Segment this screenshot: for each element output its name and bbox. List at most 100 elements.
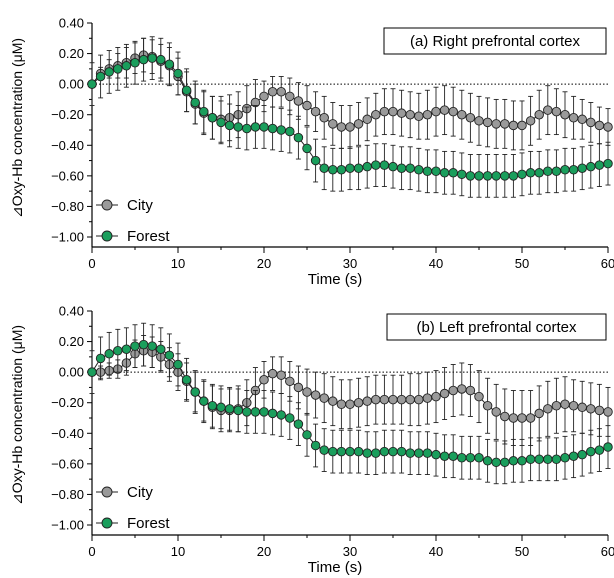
data-point [336, 164, 347, 175]
data-point [233, 122, 243, 132]
y-tick-label: −0.60 [51, 456, 84, 471]
data-point [388, 446, 398, 457]
data-point [525, 116, 536, 126]
data-point [448, 168, 458, 178]
data-point [534, 408, 544, 419]
legend-item-forest: Forest [96, 515, 170, 532]
data-point [474, 116, 484, 126]
data-point [414, 111, 424, 121]
data-point [586, 404, 596, 414]
legend-item-forest: Forest [96, 228, 170, 245]
data-point [310, 440, 321, 451]
data-point [181, 85, 192, 96]
data-point [551, 454, 562, 465]
data-point [560, 164, 570, 175]
data-point [525, 454, 536, 465]
x-tick-label: 10 [171, 256, 185, 271]
data-point [259, 375, 269, 385]
chart-panel-a: 0.40 0.20 0.00 −0.20 −0.40 −0.60 −0.80 −1.00 0 10… [9, 16, 614, 289]
data-point [276, 125, 286, 135]
data-point [353, 119, 364, 129]
data-point [371, 448, 381, 458]
data-point [508, 171, 519, 181]
data-point [482, 171, 493, 181]
data-point [113, 345, 123, 356]
x-tick-label: 40 [429, 256, 443, 271]
y-tick-label: −0.80 [51, 199, 84, 214]
data-point [173, 68, 183, 79]
data-point [491, 119, 501, 129]
legend-marker [101, 230, 113, 242]
y-tick-label: 0.40 [59, 304, 84, 319]
data-point [508, 120, 519, 131]
data-point [362, 396, 372, 406]
data-point [517, 169, 527, 180]
data-point [224, 120, 235, 131]
data-point [457, 109, 467, 120]
data-point [319, 113, 329, 123]
data-point [138, 339, 149, 350]
data-point [594, 445, 605, 455]
data-point [500, 411, 510, 422]
data-point [396, 446, 407, 457]
x-tick-label: 30 [343, 544, 357, 559]
data-point [276, 87, 286, 97]
data-point [156, 54, 166, 65]
data-point [482, 456, 493, 466]
data-point [87, 367, 97, 377]
data-point [276, 370, 286, 380]
data-point [551, 166, 562, 177]
data-point [517, 120, 527, 131]
data-point [190, 387, 200, 397]
data-point [353, 163, 364, 173]
data-point [379, 106, 390, 117]
data-point [431, 106, 441, 117]
legend-item-city: City [96, 484, 153, 501]
data-point [474, 171, 484, 181]
chart-panel-b: 0.40 0.20 0.00 −0.20 −0.40 −0.60 −0.80 −1.00 0 10… [9, 304, 614, 577]
x-tick-label: 50 [515, 544, 529, 559]
data-point [439, 451, 450, 461]
data-point [293, 382, 304, 393]
data-point [121, 61, 132, 71]
data-point [431, 449, 441, 460]
data-point [328, 164, 338, 175]
data-point [568, 451, 579, 461]
data-point [577, 114, 587, 125]
data-point [362, 161, 372, 172]
data-point [138, 54, 149, 65]
data-point [534, 168, 544, 178]
data-point [371, 160, 381, 170]
data-point [87, 79, 97, 89]
panel-title-box [386, 313, 607, 341]
data-point [259, 122, 269, 132]
data-point [371, 394, 381, 405]
data-point [568, 401, 579, 411]
panel-title-box [383, 27, 607, 55]
data-point [474, 452, 484, 463]
data-point [448, 385, 458, 396]
data-point [388, 106, 398, 117]
data-point [525, 168, 536, 178]
data-point [534, 109, 544, 120]
data-point [345, 163, 355, 173]
data-point [371, 109, 381, 120]
data-point [104, 67, 114, 77]
data-point [104, 349, 114, 359]
legend-label: Forest [127, 515, 170, 532]
data-point [173, 359, 183, 370]
data-point [414, 448, 424, 458]
data-point [95, 353, 106, 364]
data-point [310, 155, 321, 166]
data-point [319, 445, 329, 455]
data-point [130, 57, 140, 68]
y-tick-label: −0.20 [51, 395, 84, 410]
data-point [500, 119, 510, 129]
data-point [603, 158, 613, 169]
data-point [388, 394, 398, 405]
data-point [293, 132, 304, 143]
data-point [164, 59, 175, 70]
data-point [594, 405, 605, 416]
data-point [405, 394, 415, 405]
data-point [491, 457, 501, 468]
